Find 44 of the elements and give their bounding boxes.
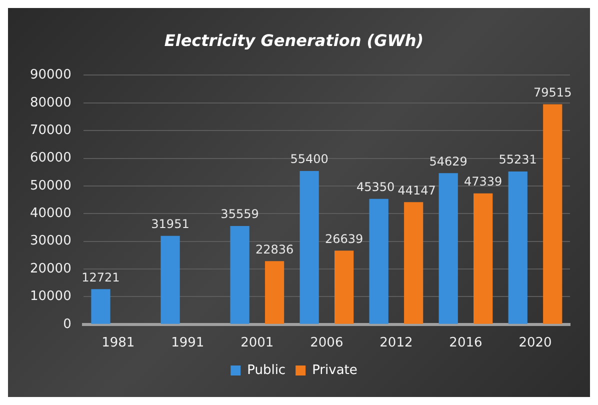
- y-tick-label: 70000: [30, 122, 72, 138]
- data-label: 79515: [534, 85, 572, 100]
- y-tick-label: 90000: [30, 68, 72, 83]
- bar: [334, 250, 354, 324]
- y-tick-label: 20000: [30, 261, 72, 276]
- data-label: 55400: [290, 152, 328, 166]
- x-tick-label: 2006: [310, 336, 344, 351]
- x-tick-label: 1991: [171, 336, 204, 351]
- bar: [91, 289, 110, 324]
- x-tick-label: 2020: [518, 336, 552, 351]
- bar: [508, 171, 528, 324]
- data-label: 45350: [356, 180, 395, 194]
- chart-title: Electricity Generation (GWh): [164, 30, 424, 50]
- y-tick-label: 10000: [30, 289, 72, 304]
- bar: [404, 202, 424, 324]
- data-label: 35559: [220, 207, 259, 222]
- bar: [474, 193, 493, 324]
- x-tick-label: 2012: [380, 336, 413, 351]
- y-tick-label: 40000: [30, 206, 72, 222]
- y-tick-label: 60000: [30, 150, 72, 166]
- y-tick-label: 30000: [30, 234, 72, 249]
- bar: [369, 198, 388, 324]
- data-label: 12721: [82, 270, 120, 284]
- x-tick-label: 1981: [102, 336, 135, 351]
- bar: [160, 236, 180, 324]
- data-label: 54629: [429, 154, 468, 168]
- data-label: 47339: [464, 174, 502, 188]
- data-label: 22836: [255, 242, 294, 256]
- y-tick-label: 80000: [30, 95, 72, 110]
- legend-label: Public: [247, 362, 286, 378]
- data-label: 44147: [398, 183, 436, 198]
- y-tick-label: 50000: [30, 178, 72, 194]
- data-label: 31951: [151, 217, 190, 232]
- x-tick-label: 2016: [449, 336, 482, 351]
- bar: [300, 171, 319, 324]
- data-label: 55231: [498, 152, 537, 167]
- bar: [230, 226, 250, 324]
- x-tick-label: 2001: [240, 336, 274, 351]
- data-label: 26639: [324, 232, 364, 246]
- bar: [543, 104, 562, 324]
- bar: [438, 173, 458, 324]
- legend-label: Private: [312, 362, 358, 378]
- y-tick-label: 0: [63, 316, 72, 332]
- bar: [264, 261, 284, 324]
